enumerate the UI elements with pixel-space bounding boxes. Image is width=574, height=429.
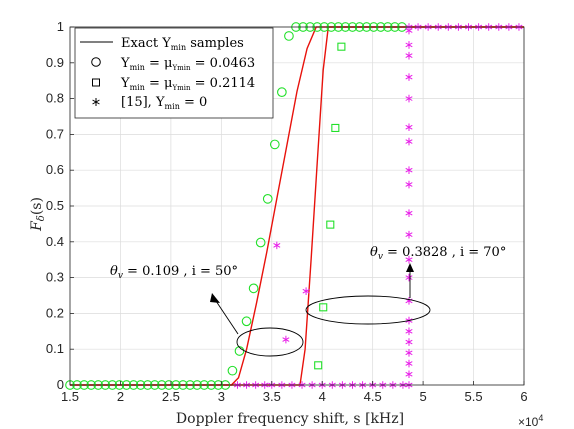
legend-star-marker xyxy=(92,98,100,106)
y-tick-label: 0 xyxy=(57,377,64,392)
data-point-square xyxy=(331,123,340,133)
data-point-circle xyxy=(269,139,280,150)
legend: Exact Υmin samples Υmin = μΥmin = 0.0463… xyxy=(74,27,274,119)
data-point-star xyxy=(405,51,413,60)
data-point-square xyxy=(326,220,335,229)
data-point-star xyxy=(273,241,281,250)
series-2 xyxy=(70,26,524,386)
data-point-star xyxy=(302,287,310,296)
data-point-circle xyxy=(227,365,238,376)
x-tick-label: 3.5 xyxy=(263,389,281,404)
data-point-circle xyxy=(262,193,273,204)
x-tick-label: 4.5 xyxy=(364,389,382,404)
y-tick-label: 0.8 xyxy=(46,91,64,106)
x-tick-label: 2 xyxy=(117,389,124,404)
data-point-star xyxy=(282,335,290,344)
x-tick-label: 5 xyxy=(419,389,426,404)
annotation-70deg-label: θv = 0.3828 , i = 70° xyxy=(370,245,506,262)
data-point-star xyxy=(405,338,413,346)
y-tick-label: 0.9 xyxy=(46,55,64,70)
data-point-star xyxy=(405,348,413,357)
data-point-square xyxy=(319,303,328,312)
y-tick-label: 0.1 xyxy=(46,341,64,356)
legend-item-4: [15], Υmin = 0 xyxy=(121,95,207,111)
data-point-star xyxy=(405,327,413,336)
legend-star-glyph xyxy=(92,98,100,106)
x-tick-label: 5.5 xyxy=(465,389,483,404)
data-point-square xyxy=(314,361,323,370)
y-tick-label: 0.5 xyxy=(46,198,64,213)
series-line xyxy=(70,26,524,386)
data-point-circle xyxy=(284,31,294,41)
x-tick-label: 1.5 xyxy=(61,389,79,404)
annotation-50deg: θv = 0.109 , i = 50° xyxy=(110,264,304,357)
data-point-circle xyxy=(277,87,287,98)
y-axis-label: Fδ(s) xyxy=(29,197,47,232)
x-axis-label: Doppler frequency shift, s [kHz] xyxy=(176,411,404,427)
legend-item-2: Υmin = μΥmin = 0.0463 xyxy=(120,56,255,72)
data-point-star xyxy=(405,273,413,282)
y-tick-label: 0.2 xyxy=(46,305,64,320)
x-tick-label: 6 xyxy=(520,389,527,404)
annotation-50deg-label: θv = 0.109 , i = 50° xyxy=(110,264,238,281)
legend-circle-marker xyxy=(91,57,101,67)
data-point-star xyxy=(405,137,413,146)
data-point-star xyxy=(405,370,413,379)
data-point-square xyxy=(337,42,346,51)
data-point-star xyxy=(405,73,413,81)
x-axis-exponent: ×104 xyxy=(518,413,543,429)
data-point-star xyxy=(405,94,413,103)
data-point-circle xyxy=(248,283,259,294)
y-tick-label: 0.6 xyxy=(46,162,64,177)
data-point-star xyxy=(405,255,413,264)
annotation-70deg: θv = 0.3828 , i = 70° xyxy=(305,245,506,325)
data-point-star xyxy=(405,359,413,368)
y-tick-label: 1 xyxy=(57,19,64,34)
data-point-star xyxy=(405,180,413,189)
data-point-circle xyxy=(255,237,266,248)
legend-item-1: Exact Υmin samples xyxy=(121,36,244,52)
data-point-star xyxy=(405,166,413,174)
data-point-star xyxy=(405,209,413,217)
data-point-circle xyxy=(241,316,252,327)
x-tick-label: 4 xyxy=(319,389,326,404)
x-tick-label: 3 xyxy=(218,389,225,404)
axis-ticks: 1.5 2 2.5 3 3.5 4 4.5 5 5.5 6 0 0.1 0.2 0.3 0.4 0.5 0.6 0… xyxy=(46,19,528,404)
series-1 xyxy=(70,26,524,386)
series-4 xyxy=(314,42,346,370)
y-tick-label: 0.4 xyxy=(46,234,64,249)
data-point-star xyxy=(405,41,413,49)
series-line xyxy=(70,26,524,386)
data-point-star xyxy=(405,123,413,132)
x-tick-label: 2.5 xyxy=(162,389,180,404)
data-point-star xyxy=(405,230,413,239)
legend-item-3: Υmin = μΥmin = 0.2114 xyxy=(120,76,255,92)
y-tick-label: 0.7 xyxy=(46,126,64,141)
y-tick-label: 0.3 xyxy=(46,270,64,285)
legend-square-marker xyxy=(92,78,100,87)
